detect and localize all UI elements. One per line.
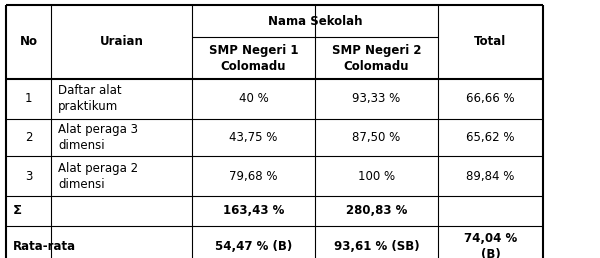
Text: 2: 2 (25, 131, 32, 144)
Text: 79,68 %: 79,68 % (229, 170, 278, 183)
Text: 280,83 %: 280,83 % (346, 204, 407, 217)
Text: Alat peraga 3
dimensi: Alat peraga 3 dimensi (58, 123, 138, 152)
Text: Nama Sekolah: Nama Sekolah (268, 15, 362, 28)
Text: Daftar alat
praktikum: Daftar alat praktikum (58, 84, 122, 113)
Text: Rata-rata: Rata-rata (13, 240, 76, 253)
Text: 1: 1 (25, 92, 32, 105)
Text: 87,50 %: 87,50 % (352, 131, 401, 144)
Text: SMP Negeri 1
Colomadu: SMP Negeri 1 Colomadu (209, 44, 298, 72)
Text: Uraian: Uraian (100, 35, 143, 49)
Text: 89,84 %: 89,84 % (466, 170, 515, 183)
Text: Total: Total (475, 35, 506, 49)
Text: Alat peraga 2
dimensi: Alat peraga 2 dimensi (58, 162, 139, 191)
Text: 163,43 %: 163,43 % (223, 204, 284, 217)
Text: Σ: Σ (13, 204, 22, 217)
Text: SMP Negeri 2
Colomadu: SMP Negeri 2 Colomadu (332, 44, 421, 72)
Text: 66,66 %: 66,66 % (466, 92, 515, 105)
Text: 43,75 %: 43,75 % (229, 131, 278, 144)
Text: 100 %: 100 % (358, 170, 395, 183)
Text: 65,62 %: 65,62 % (466, 131, 515, 144)
Text: 3: 3 (25, 170, 32, 183)
Text: 40 %: 40 % (239, 92, 268, 105)
Text: 93,33 %: 93,33 % (352, 92, 401, 105)
Text: No: No (19, 35, 37, 49)
Text: 74,04 %
(B): 74,04 % (B) (464, 232, 517, 258)
Text: 54,47 % (B): 54,47 % (B) (215, 240, 292, 253)
Text: 93,61 % (SB): 93,61 % (SB) (334, 240, 419, 253)
